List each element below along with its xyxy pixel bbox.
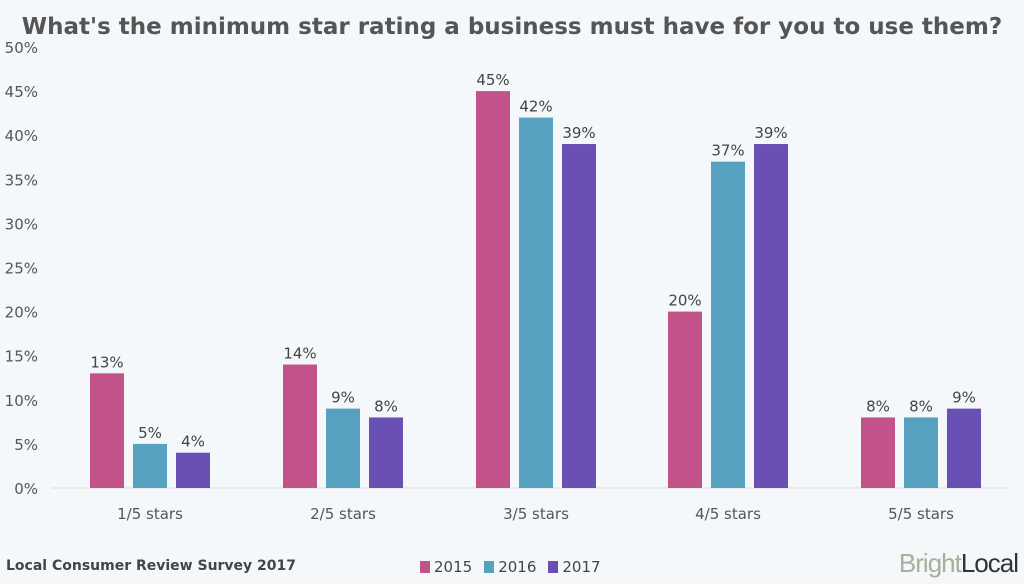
y-tick-label: 25% [5,260,38,278]
x-tick-label: 1/5 stars [117,505,183,523]
bar-2015 [668,311,702,488]
bar-2016 [904,417,938,488]
x-tick-label: 3/5 stars [503,505,569,523]
data-label: 8% [374,397,398,415]
data-label: 37% [711,142,744,160]
legend-label: 2016 [498,558,537,576]
data-label: 8% [866,397,890,415]
data-label: 4% [181,433,205,451]
y-tick-label: 20% [5,304,38,322]
y-tick-label: 0% [14,480,38,498]
bar-2016 [711,161,745,488]
y-tick-label: 45% [5,83,38,101]
data-label: 20% [668,292,701,310]
bar-2017 [754,144,788,488]
source-note: Local Consumer Review Survey 2017 [6,558,297,574]
bar-2015 [90,373,124,488]
y-tick-label: 40% [5,127,38,145]
bar-2017 [369,417,403,488]
bar-2017 [947,408,981,488]
y-tick-label: 15% [5,348,38,366]
y-tick-label: 30% [5,215,38,233]
bar-2015 [861,417,895,488]
legend-label: 2017 [562,558,601,576]
bar-2015 [476,91,510,488]
data-label: 5% [138,424,162,442]
bar-2016 [326,408,360,488]
bar-2015 [283,364,317,488]
legend-item: 2016 [484,558,536,576]
data-label: 14% [283,345,316,363]
y-tick-label: 5% [14,436,38,454]
data-label: 9% [331,389,355,407]
bar-2016 [519,117,553,488]
chart-title: What's the minimum star rating a busines… [21,14,1003,40]
data-label: 42% [519,98,552,116]
data-label: 45% [476,71,509,89]
bar-2017 [562,144,596,488]
brightlocal-logo: BrightLocal [898,548,1019,578]
legend-item: 2017 [548,558,601,576]
legend: 2015 2016 2017 [420,558,601,576]
legend-swatch [548,561,559,573]
legend-swatch [484,561,495,573]
data-label: 8% [909,397,933,415]
data-label: 9% [952,389,976,407]
legend-item: 2015 [420,558,472,576]
bar-2017 [176,452,210,488]
x-tick-label: 5/5 stars [888,505,954,523]
data-label: 39% [562,124,595,142]
bar-2016 [133,443,167,488]
legend-swatch [420,561,430,573]
y-tick-label: 50% [5,39,38,57]
y-tick-label: 35% [5,171,38,189]
legend-label: 2015 [434,558,473,576]
data-label: 13% [90,353,123,371]
x-tick-label: 2/5 stars [310,505,376,523]
data-label: 39% [754,124,787,142]
x-tick-label: 4/5 stars [695,505,761,523]
y-tick-label: 10% [5,392,38,410]
